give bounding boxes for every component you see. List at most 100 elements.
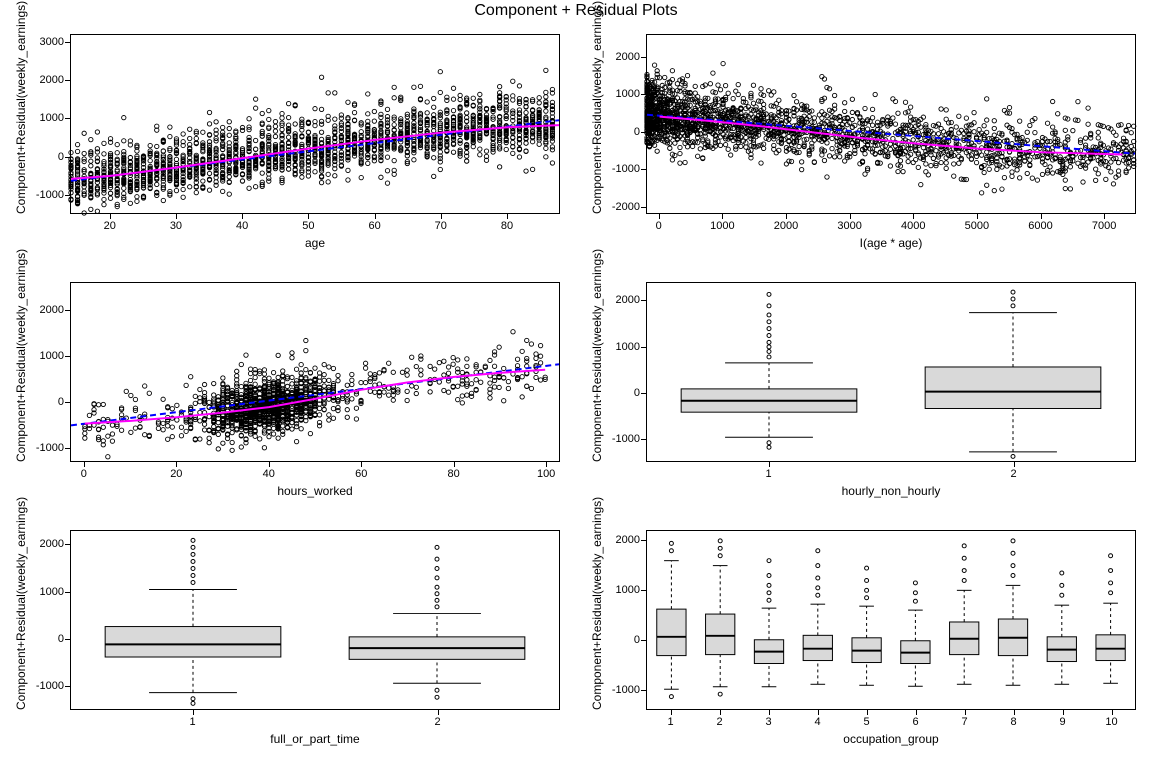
panel-grid: 20304050607080-10000100020003000ageCompo… <box>0 24 1152 768</box>
boxplot-box <box>1096 635 1125 661</box>
outlier-point <box>767 583 771 587</box>
outlier-point <box>191 566 195 570</box>
xtick-label: 6 <box>912 716 918 728</box>
outlier-point <box>816 593 820 597</box>
outlier-point <box>767 320 771 324</box>
outlier-point <box>718 692 722 696</box>
ytick-label: 0 <box>26 633 64 645</box>
ytick-label: -1000 <box>26 442 64 454</box>
xlabel: hours_worked <box>70 484 560 498</box>
xtick-label: 3000 <box>837 220 861 232</box>
outlier-point <box>767 340 771 344</box>
outlier-point <box>962 578 966 582</box>
ytick-label: 3000 <box>26 36 64 48</box>
ytick-label: 2000 <box>602 51 640 63</box>
outlier-point <box>767 441 771 445</box>
outlier-point <box>767 559 771 563</box>
plot-area <box>646 530 1136 710</box>
outlier-point <box>1011 574 1015 578</box>
outlier-point <box>1060 571 1064 575</box>
xlabel: age <box>70 236 560 250</box>
xtick-label: 4000 <box>901 220 925 232</box>
xtick-label: 4 <box>814 716 820 728</box>
plot-area <box>70 530 560 710</box>
xtick-label: 100 <box>537 468 555 480</box>
outlier-point <box>435 545 439 549</box>
outlier-point <box>191 538 195 542</box>
xtick-label: 0 <box>81 468 87 480</box>
panel-age2: 01000200030004000500060007000-2000-10000… <box>576 24 1152 272</box>
outlier-point <box>816 586 820 590</box>
outlier-point <box>767 304 771 308</box>
outlier-point <box>1011 454 1015 458</box>
ytick-label: 2000 <box>26 304 64 316</box>
xtick-label: 70 <box>435 220 447 232</box>
outlier-point <box>191 581 195 585</box>
outlier-point <box>767 334 771 338</box>
xtick-label: 40 <box>236 220 248 232</box>
outlier-point <box>435 557 439 561</box>
xtick-label: 30 <box>170 220 182 232</box>
panel-hours: 020406080100-1000010002000hours_workedCo… <box>0 272 576 520</box>
xtick-label: 1 <box>667 716 673 728</box>
main-title: Component + Residual Plots <box>0 2 1152 20</box>
outlier-point <box>816 564 820 568</box>
scatter-points <box>645 61 1136 195</box>
xtick-label: 6000 <box>1028 220 1052 232</box>
boxplot-box <box>706 614 735 655</box>
xtick-label: 0 <box>656 220 662 232</box>
xtick-label: 1 <box>765 468 771 480</box>
figure: Component + Residual Plots 2030405060708… <box>0 0 1152 768</box>
xtick-label: 2000 <box>774 220 798 232</box>
xtick-label: 1 <box>189 716 195 728</box>
xtick-label: 2 <box>1010 468 1016 480</box>
outlier-point <box>962 544 966 548</box>
outlier-point <box>767 313 771 317</box>
outlier-point <box>435 592 439 596</box>
ytick-label: 0 <box>602 126 640 138</box>
outlier-point <box>191 552 195 556</box>
xlabel: I(age * age) <box>646 236 1136 250</box>
xtick-label: 20 <box>170 468 182 480</box>
ytick-label: 0 <box>26 151 64 163</box>
xtick-label: 50 <box>302 220 314 232</box>
ytick-label: 1000 <box>602 584 640 596</box>
outlier-point <box>865 588 869 592</box>
xtick-label: 2 <box>716 716 722 728</box>
ytick-label: 1000 <box>26 586 64 598</box>
ytick-label: 1000 <box>26 112 64 124</box>
outlier-point <box>767 327 771 331</box>
xlabel: occupation_group <box>646 732 1136 746</box>
outlier-point <box>1060 593 1064 597</box>
outlier-point <box>435 598 439 602</box>
outlier-point <box>865 566 869 570</box>
outlier-point <box>962 556 966 560</box>
xtick-label: 7 <box>961 716 967 728</box>
xtick-label: 80 <box>448 468 460 480</box>
plot-area <box>646 282 1136 462</box>
outlier-point <box>767 591 771 595</box>
ylabel: Component+Residual(weekly_earnings) <box>590 497 604 710</box>
ylabel: Component+Residual(weekly_earnings) <box>590 249 604 462</box>
ytick-label: -1000 <box>26 680 64 692</box>
xtick-label: 2 <box>434 716 440 728</box>
outlier-point <box>767 445 771 449</box>
outlier-point <box>1011 551 1015 555</box>
outlier-point <box>1011 564 1015 568</box>
outlier-point <box>1011 297 1015 301</box>
ytick-label: 1000 <box>602 341 640 353</box>
xtick-label: 60 <box>355 468 367 480</box>
plot-area <box>70 282 560 462</box>
outlier-point <box>435 566 439 570</box>
boxplot-box <box>925 367 1101 409</box>
ylabel: Component+Residual(weekly_earnings) <box>590 1 604 214</box>
ytick-label: 1000 <box>26 350 64 362</box>
panel-hourly: 12-1000010002000hourly_non_hourlyCompone… <box>576 272 1152 520</box>
outlier-point <box>191 545 195 549</box>
outlier-point <box>435 576 439 580</box>
outlier-point <box>1109 581 1113 585</box>
xtick-label: 40 <box>263 468 275 480</box>
panel-fullpart: 12-1000010002000full_or_part_timeCompone… <box>0 520 576 768</box>
outlier-point <box>913 591 917 595</box>
ytick-label: 0 <box>602 634 640 646</box>
